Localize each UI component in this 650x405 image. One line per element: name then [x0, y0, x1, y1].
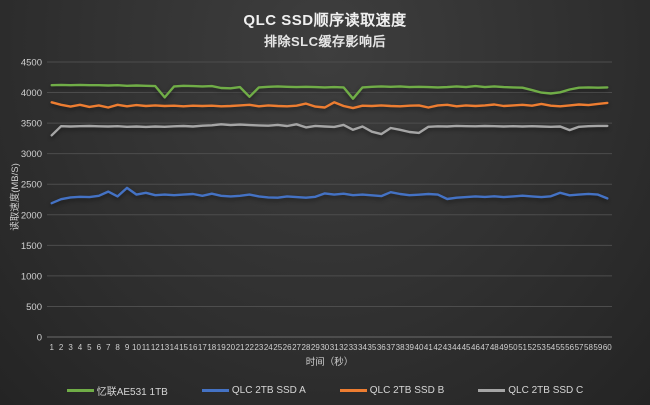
x-tick-label: 24 — [264, 343, 273, 352]
x-tick-label: 23 — [254, 343, 263, 352]
x-tick-label: 8 — [115, 343, 120, 352]
x-tick-label: 5 — [87, 343, 92, 352]
x-tick-label: 51 — [518, 343, 527, 352]
legend-swatch-3 — [478, 389, 506, 392]
series-line-1 — [50, 186, 609, 205]
x-tick-label: 57 — [575, 343, 584, 352]
x-tick-label: 45 — [462, 343, 471, 352]
x-tick-label: 22 — [245, 343, 254, 352]
y-tick-label: 2500 — [21, 180, 42, 191]
legend-swatch-1 — [201, 389, 229, 392]
x-tick-label: 52 — [528, 343, 537, 352]
x-tick-label: 30 — [320, 343, 329, 352]
x-tick-label: 25 — [273, 343, 282, 352]
series-line-3 — [50, 123, 609, 137]
x-tick-label: 41 — [424, 343, 433, 352]
legend-item-1: QLC 2TB SSD A — [201, 385, 306, 396]
y-tick-label: 3000 — [21, 149, 42, 160]
x-tick-label: 39 — [405, 343, 414, 352]
legend-item-0: 忆联AE531 1TB — [66, 383, 168, 398]
x-tick-label: 1 — [49, 343, 54, 352]
y-tick-label: 3500 — [21, 119, 42, 130]
chart-subtitle: 排除SLC缓存影响后 — [263, 34, 386, 49]
x-tick-label: 59 — [593, 343, 602, 352]
x-tick-label: 13 — [160, 343, 169, 352]
y-axis-title: 读取速度(MB/S) — [10, 163, 21, 231]
y-tick-label: 0 — [37, 333, 42, 344]
x-tick-label: 4 — [78, 343, 83, 352]
x-tick-label: 27 — [292, 343, 301, 352]
y-tick-label: 4000 — [21, 88, 42, 99]
x-tick-label: 9 — [125, 343, 130, 352]
x-axis-title: 时间（秒） — [305, 357, 354, 368]
x-tick-label: 19 — [217, 343, 226, 352]
legend-swatch-2 — [339, 389, 367, 392]
x-tick-label: 3 — [68, 343, 73, 352]
x-tick-label: 29 — [311, 343, 320, 352]
legend: 忆联AE531 1TB QLC 2TB SSD A QLC 2TB SSD B QLC… — [0, 383, 650, 398]
x-tick-label: 50 — [509, 343, 518, 352]
x-tick-label: 42 — [433, 343, 442, 352]
x-tick-label: 6 — [97, 343, 102, 352]
x-tick-label: 21 — [236, 343, 245, 352]
x-tick-label: 12 — [151, 343, 160, 352]
y-tick-label: 2000 — [21, 210, 42, 221]
x-tick-label: 48 — [490, 343, 499, 352]
x-tick-label: 35 — [367, 343, 376, 352]
x-tick-label: 38 — [396, 343, 405, 352]
series-line-2 — [50, 101, 609, 110]
chart-title: QLC SSD顺序读取速度 — [243, 12, 407, 29]
x-tick-label: 47 — [480, 343, 489, 352]
x-tick-label: 32 — [339, 343, 348, 352]
x-tick-label: 60 — [603, 343, 612, 352]
x-tick-label: 31 — [330, 343, 339, 352]
x-tick-label: 18 — [207, 343, 216, 352]
x-tick-label: 49 — [499, 343, 508, 352]
x-tick-label: 36 — [377, 343, 386, 352]
legend-item-2: QLC 2TB SSD B — [339, 385, 445, 396]
x-tick-label: 44 — [452, 343, 461, 352]
x-tick-label: 46 — [471, 343, 480, 352]
y-tick-label: 1000 — [21, 271, 42, 282]
legend-label-3: QLC 2TB SSD C — [508, 385, 584, 396]
x-tick-label: 7 — [106, 343, 111, 352]
x-tick-label: 53 — [537, 343, 546, 352]
x-tick-label: 2 — [59, 343, 64, 352]
y-tick-label: 4500 — [21, 58, 42, 69]
x-tick-label: 33 — [349, 343, 358, 352]
x-tick-label: 54 — [546, 343, 555, 352]
legend-label-0: 忆联AE531 1TB — [96, 387, 168, 398]
y-tick-label: 500 — [26, 302, 42, 313]
x-tick-label: 11 — [142, 343, 151, 352]
x-tick-label: 14 — [170, 343, 179, 352]
legend-swatch-0 — [66, 389, 94, 392]
x-tick-label: 26 — [283, 343, 292, 352]
x-tick-label: 56 — [565, 343, 574, 352]
series-line-0 — [50, 83, 609, 100]
x-tick-label: 40 — [415, 343, 424, 352]
x-tick-label: 58 — [584, 343, 593, 352]
x-tick-label: 20 — [226, 343, 235, 352]
x-tick-label: 37 — [386, 343, 395, 352]
legend-item-3: QLC 2TB SSD C — [478, 385, 583, 396]
x-tick-label: 10 — [132, 343, 141, 352]
x-tick-label: 34 — [358, 343, 367, 352]
legend-label-1: QLC 2TB SSD A — [231, 385, 306, 396]
x-tick-label: 15 — [179, 343, 188, 352]
x-tick-label: 17 — [198, 343, 207, 352]
x-tick-label: 16 — [189, 343, 198, 352]
y-tick-label: 1500 — [21, 241, 42, 252]
legend-label-2: QLC 2TB SSD B — [369, 385, 445, 396]
x-tick-label: 28 — [302, 343, 311, 352]
x-tick-label: 55 — [556, 343, 565, 352]
x-tick-label: 43 — [443, 343, 452, 352]
